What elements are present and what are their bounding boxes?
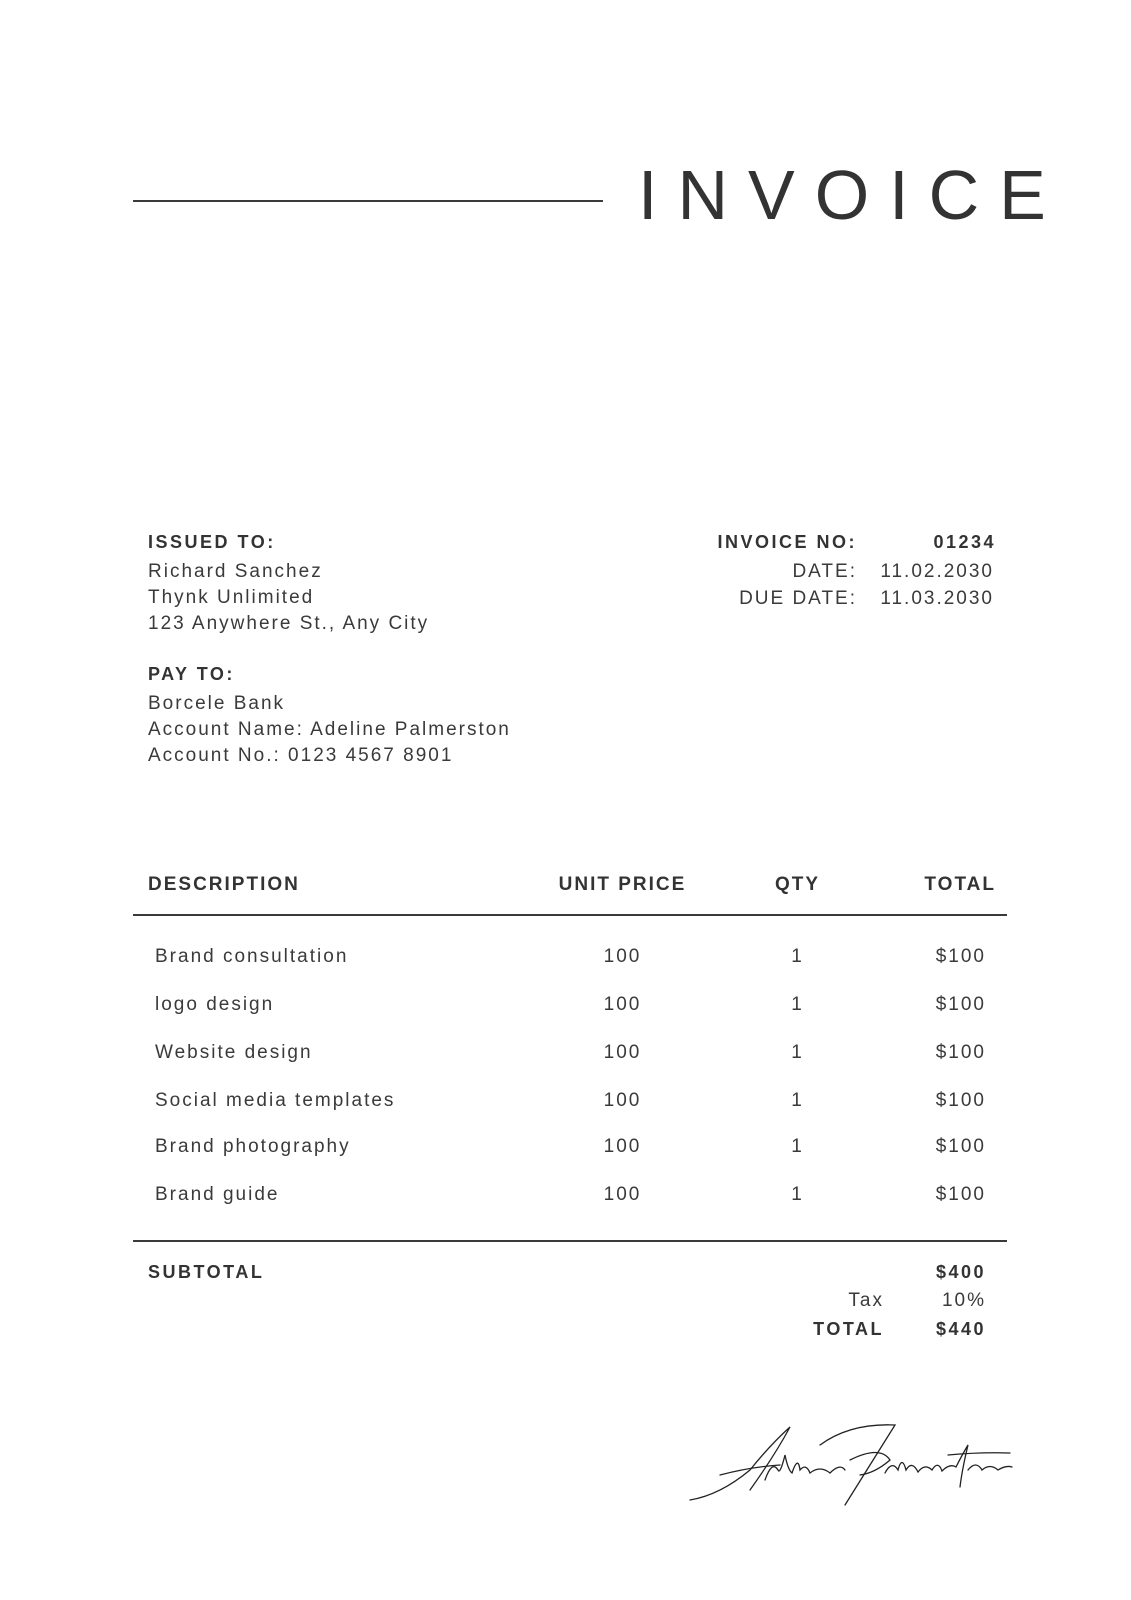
issued-to-address: 123 Anywhere St., Any City — [148, 613, 430, 634]
invoice-no-label: INVOICE NO: — [717, 532, 857, 552]
table-bottom-rule — [133, 1240, 1007, 1242]
pay-to-account-no: Account No.: 0123 4567 8901 — [148, 745, 454, 766]
issued-to-company: Thynk Unlimited — [148, 587, 315, 608]
item-qty: 1 — [791, 1184, 804, 1205]
date-label: DATE: — [792, 561, 857, 582]
item-unit-price: 100 — [603, 1136, 642, 1157]
total-value: $440 — [935, 1319, 986, 1339]
subtotal-value: $400 — [935, 1262, 986, 1282]
header-total: TOTAL — [924, 874, 996, 895]
invoice-no-value: 01234 — [933, 532, 996, 552]
item-qty: 1 — [791, 1136, 804, 1157]
item-total: $100 — [935, 1184, 986, 1205]
tax-label: Tax — [848, 1290, 884, 1311]
table-header-rule — [133, 914, 1007, 916]
item-description: Website design — [155, 1042, 313, 1063]
table-header: DESCRIPTION UNIT PRICE QTY TOTAL — [0, 874, 1131, 904]
pay-to-label: PAY TO: — [148, 664, 235, 684]
item-description: Social media templates — [155, 1090, 396, 1111]
signature — [689, 1424, 1013, 1506]
item-total: $100 — [935, 1090, 986, 1111]
header-rule — [133, 200, 603, 202]
item-qty: 1 — [791, 994, 804, 1015]
due-date-label: DUE DATE: — [739, 588, 857, 609]
item-unit-price: 100 — [603, 1090, 642, 1111]
issued-to-label: ISSUED TO: — [148, 532, 276, 552]
item-description: logo design — [155, 994, 275, 1015]
issued-to-name: Richard Sanchez — [148, 561, 323, 582]
item-total: $100 — [935, 946, 986, 967]
subtotal-label: SUBTOTAL — [148, 1262, 265, 1282]
header-qty: QTY — [774, 874, 821, 895]
item-description: Brand guide — [155, 1184, 280, 1205]
tax-value: 10% — [941, 1290, 986, 1311]
table-row: Brand consultation 100 1 $100 — [0, 944, 1131, 974]
item-total: $100 — [935, 1042, 986, 1063]
item-description: Brand photography — [155, 1136, 351, 1157]
total-label: TOTAL — [813, 1319, 884, 1339]
item-unit-price: 100 — [603, 946, 642, 967]
header-unit-price: UNIT PRICE — [558, 874, 687, 895]
header-description: DESCRIPTION — [148, 874, 300, 895]
item-qty: 1 — [791, 1090, 804, 1111]
pay-to-details: Borcele Bank Account Name: Adeline Palme… — [148, 691, 511, 769]
item-unit-price: 100 — [603, 994, 642, 1015]
issued-to-details: Richard Sanchez Thynk Unlimited 123 Anyw… — [148, 559, 429, 637]
item-total: $100 — [935, 994, 986, 1015]
page-title: INVOICE — [638, 156, 1066, 234]
date-value: 11.02.2030 — [880, 561, 994, 582]
item-description: Brand consultation — [155, 946, 349, 967]
item-unit-price: 100 — [603, 1184, 642, 1205]
table-row: Social media templates 100 1 $100 — [0, 1088, 1131, 1118]
pay-to-account-name: Account Name: Adeline Palmerston — [148, 719, 511, 740]
item-unit-price: 100 — [603, 1042, 642, 1063]
table-row: Website design 100 1 $100 — [0, 1040, 1131, 1070]
item-qty: 1 — [791, 1042, 804, 1063]
table-row: logo design 100 1 $100 — [0, 992, 1131, 1022]
due-date-value: 11.03.2030 — [880, 588, 994, 609]
item-qty: 1 — [791, 946, 804, 967]
table-row: Brand guide 100 1 $100 — [0, 1182, 1131, 1212]
pay-to-bank: Borcele Bank — [148, 693, 286, 714]
item-total: $100 — [935, 1136, 986, 1157]
table-row: Brand photography 100 1 $100 — [0, 1134, 1131, 1164]
